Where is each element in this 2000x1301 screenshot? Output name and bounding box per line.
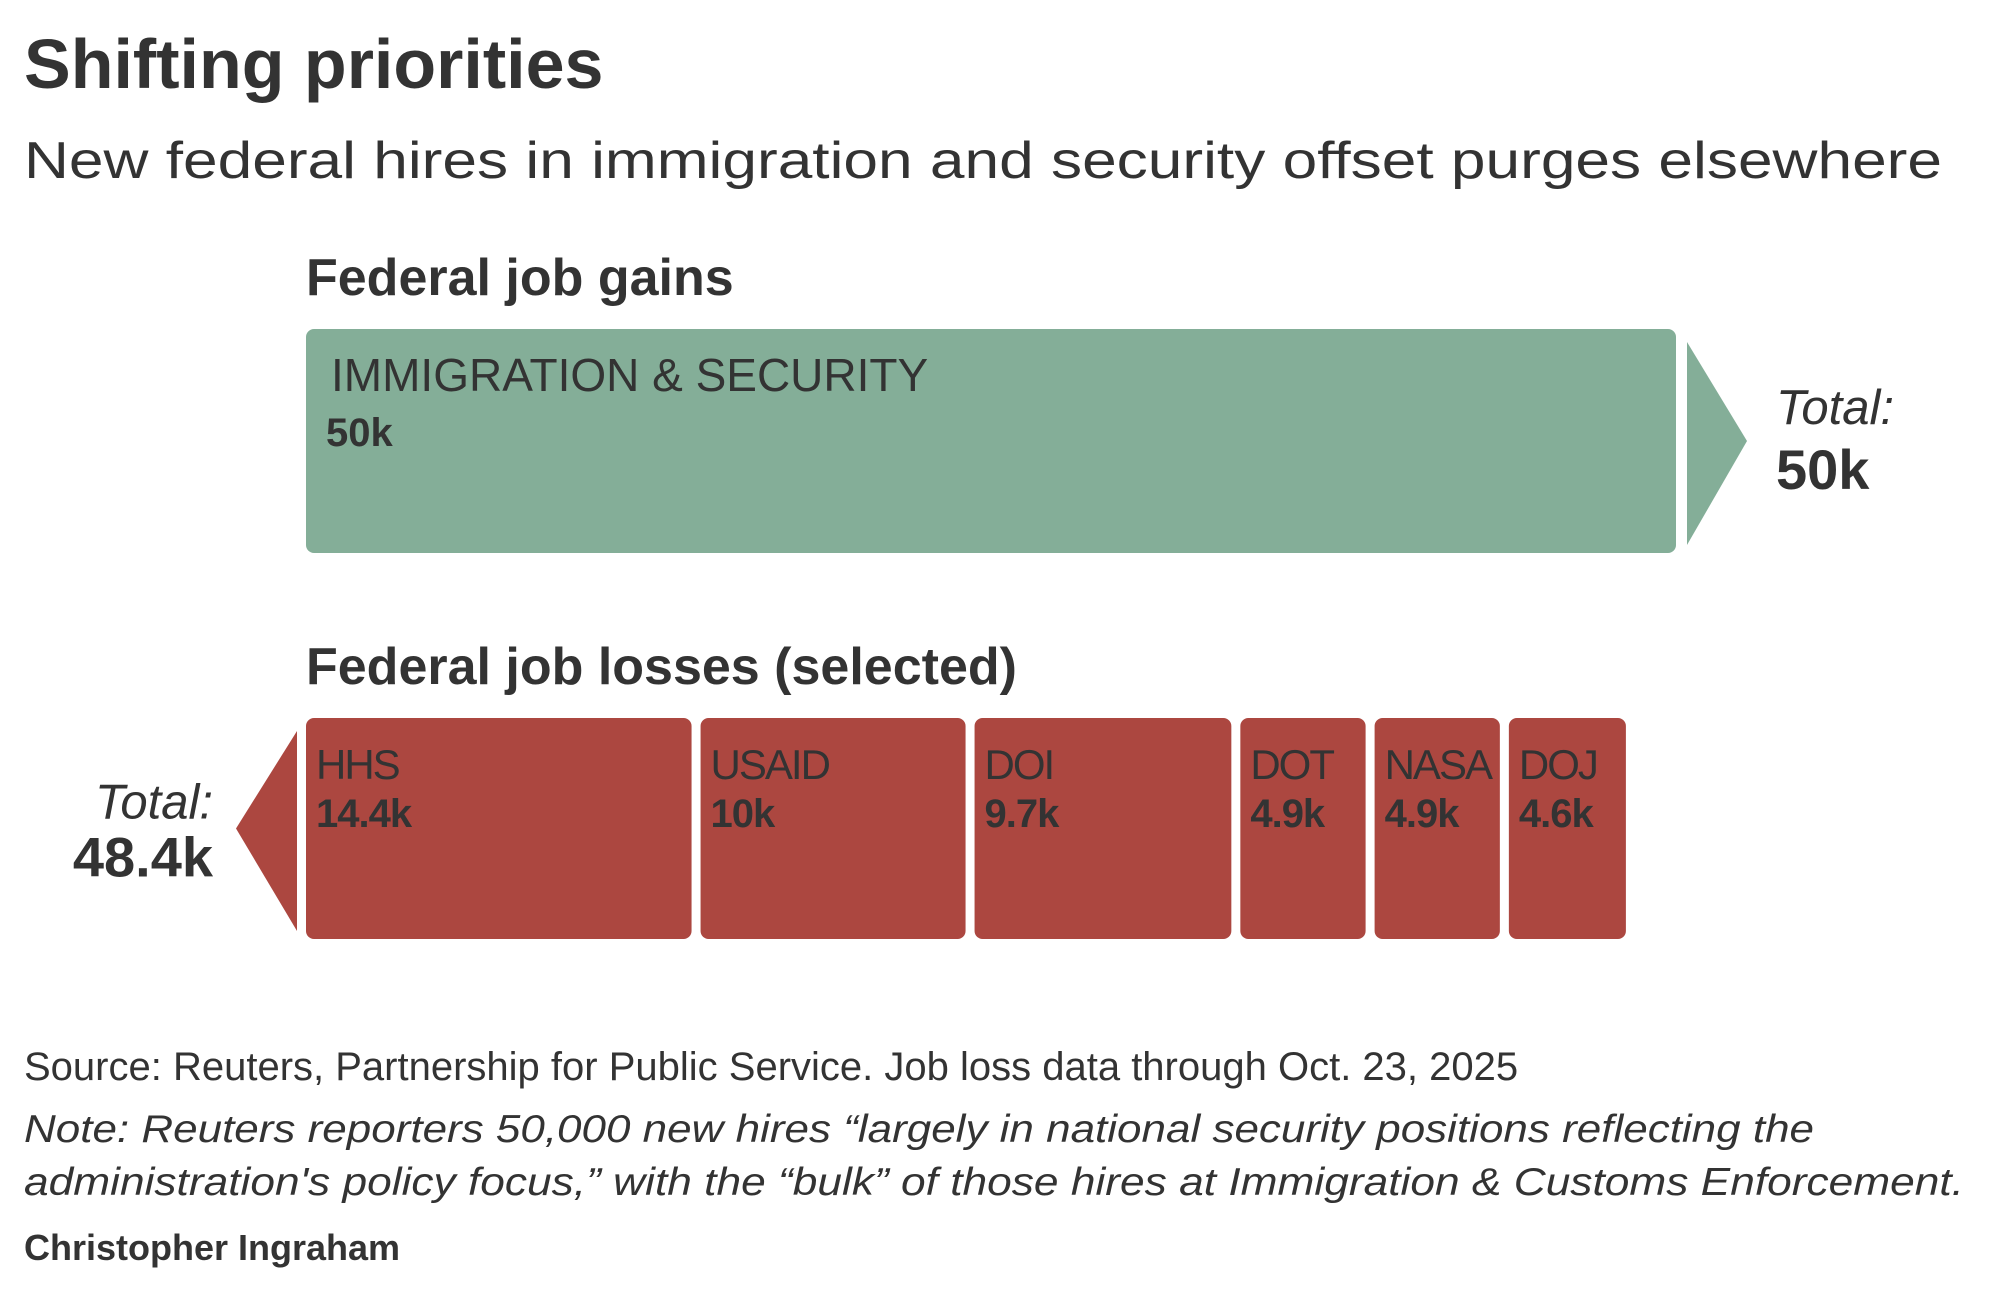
value-label: 4.6k <box>1519 792 1595 836</box>
segment-label: DOI <box>985 741 1054 788</box>
segment-label: IMMIGRATION & SECURITY <box>331 349 928 401</box>
author: Christopher Ingraham <box>24 1227 400 1268</box>
bar-segment <box>1240 718 1366 939</box>
bar-segment <box>700 718 966 939</box>
value-label: 14.4k <box>316 792 413 836</box>
note: administration's policy focus,” with the… <box>24 1161 1964 1204</box>
value-label: 4.9k <box>1385 792 1461 836</box>
arrow <box>1687 342 1747 545</box>
segment-label: DOT <box>1250 741 1334 788</box>
total-label: Total: <box>1776 381 1894 435</box>
bar-segment <box>1374 718 1500 939</box>
value-label: 10k <box>711 792 776 836</box>
segment-label: USAID <box>711 741 830 788</box>
panel-title: Federal job losses (selected) <box>306 638 1017 696</box>
total-value: 48.4k <box>73 826 214 889</box>
title: Shifting priorities <box>24 25 603 103</box>
value-label: 9.7k <box>985 792 1061 836</box>
source: Source: Reuters, Partnership for Public … <box>24 1045 1518 1089</box>
arrow <box>236 731 297 931</box>
subtitle: New federal hires in immigration and sec… <box>24 132 1942 190</box>
bar-segment <box>306 329 1676 553</box>
segment-label: DOJ <box>1519 741 1597 788</box>
note: Note: Reuters reporters 50,000 new hires… <box>24 1108 1814 1151</box>
bar-segment <box>1508 718 1626 939</box>
bar-segment <box>974 718 1232 939</box>
bar-segment <box>306 718 692 939</box>
total-label: Total: <box>95 776 213 830</box>
total-value: 50k <box>1776 438 1870 501</box>
segment-label: HHS <box>316 741 400 788</box>
segment-label: NASA <box>1385 741 1493 788</box>
panel-title: Federal job gains <box>306 249 734 307</box>
value-label: 50k <box>326 411 393 455</box>
value-label: 4.9k <box>1250 792 1326 836</box>
